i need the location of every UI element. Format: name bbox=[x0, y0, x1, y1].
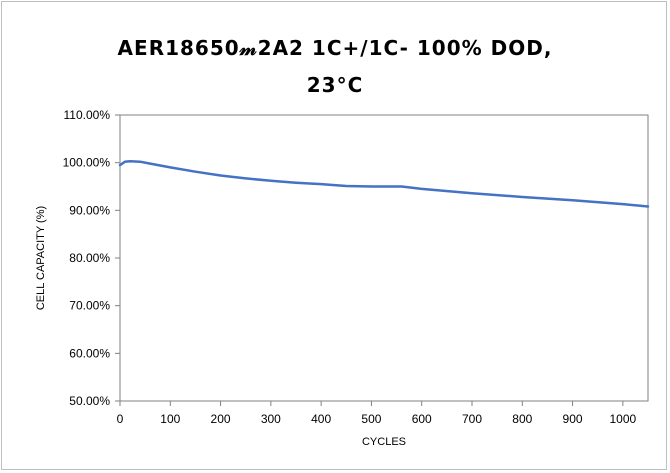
x-tick-label: 0 bbox=[117, 412, 124, 426]
x-tick-label: 100 bbox=[160, 412, 180, 426]
y-tick-label: 80.00% bbox=[69, 251, 110, 265]
x-tick-label: 900 bbox=[563, 412, 583, 426]
y-tick-label: 100.00% bbox=[63, 156, 111, 170]
x-tick-label: 600 bbox=[412, 412, 432, 426]
y-tick-label: 90.00% bbox=[69, 203, 110, 217]
chart-title-line-2: 23°C bbox=[306, 73, 364, 97]
x-tick-label: 500 bbox=[361, 412, 381, 426]
x-tick-label: 800 bbox=[512, 412, 532, 426]
x-tick-label: 400 bbox=[311, 412, 331, 426]
y-axis-title: CELL CAPACITY (%) bbox=[35, 206, 47, 310]
x-axis-title: CYCLES bbox=[362, 436, 406, 448]
y-tick-label: 110.00% bbox=[64, 108, 111, 122]
x-tick-label: 300 bbox=[261, 412, 281, 426]
y-tick-label: 70.00% bbox=[69, 299, 110, 313]
plot-area-border bbox=[119, 114, 649, 402]
x-tick-label: 200 bbox=[211, 412, 231, 426]
series-line bbox=[118, 159, 650, 208]
chart-title-line-1: AER18650𝓂2A2 1C+/1C- 100% DOD, bbox=[117, 36, 553, 60]
y-tick-label: 60.00% bbox=[69, 346, 110, 360]
x-tick-label: 1000 bbox=[610, 412, 637, 426]
x-tick-label: 700 bbox=[462, 412, 482, 426]
chart-title: AER18650𝓂2A2 1C+/1C- 100% DOD, 23°C bbox=[2, 30, 668, 104]
y-tick-label: 50.00% bbox=[69, 394, 110, 408]
